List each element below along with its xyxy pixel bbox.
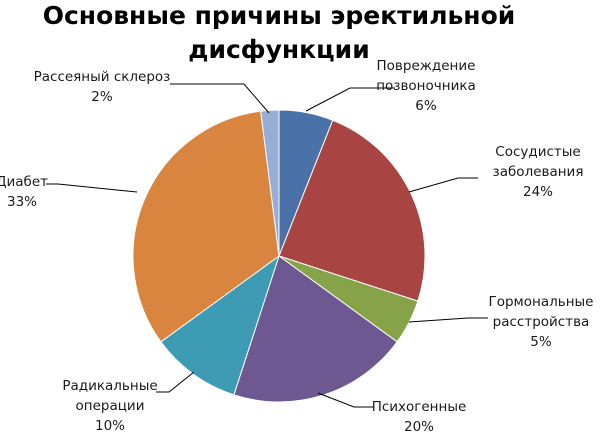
slice-value-label-2: 24%	[523, 184, 553, 200]
leader-line-2	[408, 177, 478, 193]
slice-label-4-line-1: Психогенные	[372, 399, 467, 415]
slice-label-1-line-1: Повреждение	[377, 58, 476, 74]
leader-line-3	[408, 317, 488, 323]
slice-label-3-line-1: Гормональные	[489, 294, 594, 310]
leader-line-7	[170, 83, 270, 114]
leader-lines	[46, 83, 488, 408]
pie-slices	[132, 109, 426, 403]
slice-label-2-line-2: заболевания	[493, 164, 584, 180]
pie-slice-6	[132, 110, 280, 343]
slice-label-3-line-2: расстройства	[493, 314, 590, 330]
leader-line-1	[305, 87, 395, 112]
slice-value-label-5: 10%	[95, 418, 125, 434]
chart-title-line-1: Основные причины эректильной	[43, 1, 516, 30]
leader-line-4	[317, 392, 374, 408]
leader-line-5	[156, 371, 195, 393]
pie-slice-4	[233, 255, 398, 403]
slice-label-2-line-1: Сосудистые	[495, 144, 580, 160]
slice-value-label-1: 6%	[415, 98, 437, 114]
slice-value-label-6: 33%	[7, 194, 37, 210]
chart-title-line-2: дисфункции	[188, 35, 369, 64]
pie-slice-7	[260, 109, 280, 257]
slice-value-label-7: 2%	[91, 89, 113, 105]
slice-label-5-line-2: операции	[76, 398, 145, 414]
slice-labels: Повреждение позвоночника 6% Сосудистые забол…	[0, 58, 593, 434]
slice-label-7-line-1: Рассеяный склероз	[34, 69, 171, 85]
slice-label-6-line-1: Диабет	[0, 174, 48, 190]
slice-value-label-3: 5%	[530, 334, 552, 350]
pie-slice-5	[160, 254, 280, 396]
slice-label-5-line-1: Радикальные	[62, 378, 157, 394]
slice-value-label-4: 20%	[404, 419, 434, 434]
leader-line-6	[46, 183, 138, 193]
slice-label-1-line-2: позвоночника	[376, 78, 476, 94]
pie-slice-2	[278, 119, 426, 302]
